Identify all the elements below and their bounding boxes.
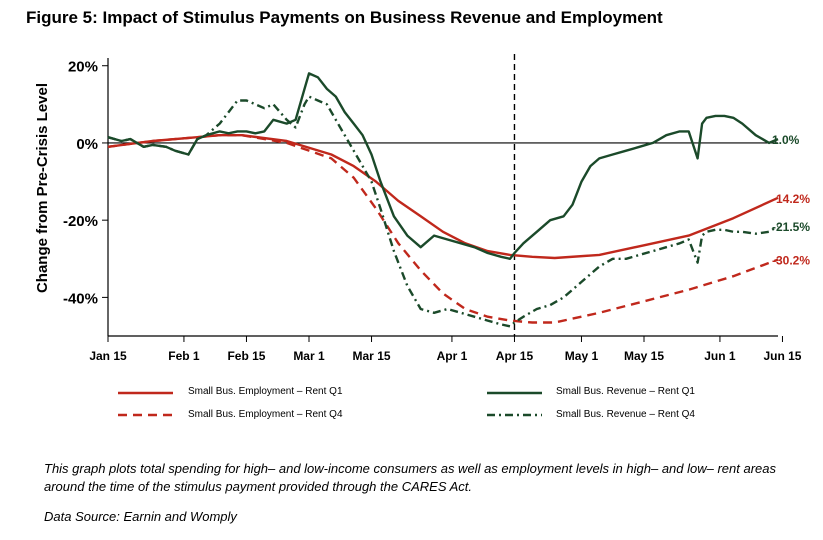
x-tick-label: May 1 bbox=[565, 349, 599, 363]
y-tick-label: -40% bbox=[63, 290, 98, 307]
x-tick-label: May 15 bbox=[624, 349, 664, 363]
figure-title: Figure 5: Impact of Stimulus Payments on… bbox=[26, 8, 663, 27]
x-tick-label: Feb 15 bbox=[227, 349, 265, 363]
series-line-0 bbox=[107, 134, 779, 260]
x-tick-label: Mar 15 bbox=[353, 349, 391, 363]
x-tick-label: Jun 15 bbox=[763, 349, 801, 363]
series-end-label: -14.2% bbox=[772, 192, 810, 206]
x-tick-label: Apr 1 bbox=[437, 349, 468, 363]
series-line-3 bbox=[107, 95, 779, 328]
chart-end-labels: -14.2% -30.2% 1.0% -21.5% bbox=[772, 133, 810, 267]
line-chart: 20% 0% -20% -40% Jan 15 Feb 1 Feb 15 Mar 1 Mar 1… bbox=[34, 54, 810, 363]
chart-series bbox=[107, 72, 779, 328]
y-tick-label: -20% bbox=[63, 213, 98, 230]
figure-caption: This graph plots total spending for high… bbox=[44, 461, 777, 494]
series-end-label: -21.5% bbox=[772, 220, 810, 234]
data-source: Data Source: Earnin and Womply bbox=[44, 509, 237, 524]
series-line-1 bbox=[107, 134, 779, 324]
x-tick-label: Jan 15 bbox=[89, 349, 127, 363]
x-tick-label: Apr 15 bbox=[496, 349, 534, 363]
x-tick-label: Feb 1 bbox=[168, 349, 200, 363]
y-axis-label: Change from Pre-Crisis Level bbox=[34, 83, 51, 293]
series-end-label: -30.2% bbox=[772, 254, 810, 268]
y-tick-label: 0% bbox=[76, 136, 98, 153]
series-end-label: 1.0% bbox=[772, 133, 800, 147]
series-line-2 bbox=[107, 72, 779, 260]
y-tick-label: 20% bbox=[68, 59, 98, 76]
x-tick-label: Mar 1 bbox=[293, 349, 325, 363]
chart-axes: 20% 0% -20% -40% Jan 15 Feb 1 Feb 15 Mar 1 Mar 1… bbox=[63, 54, 802, 363]
x-tick-label: Jun 1 bbox=[704, 349, 736, 363]
